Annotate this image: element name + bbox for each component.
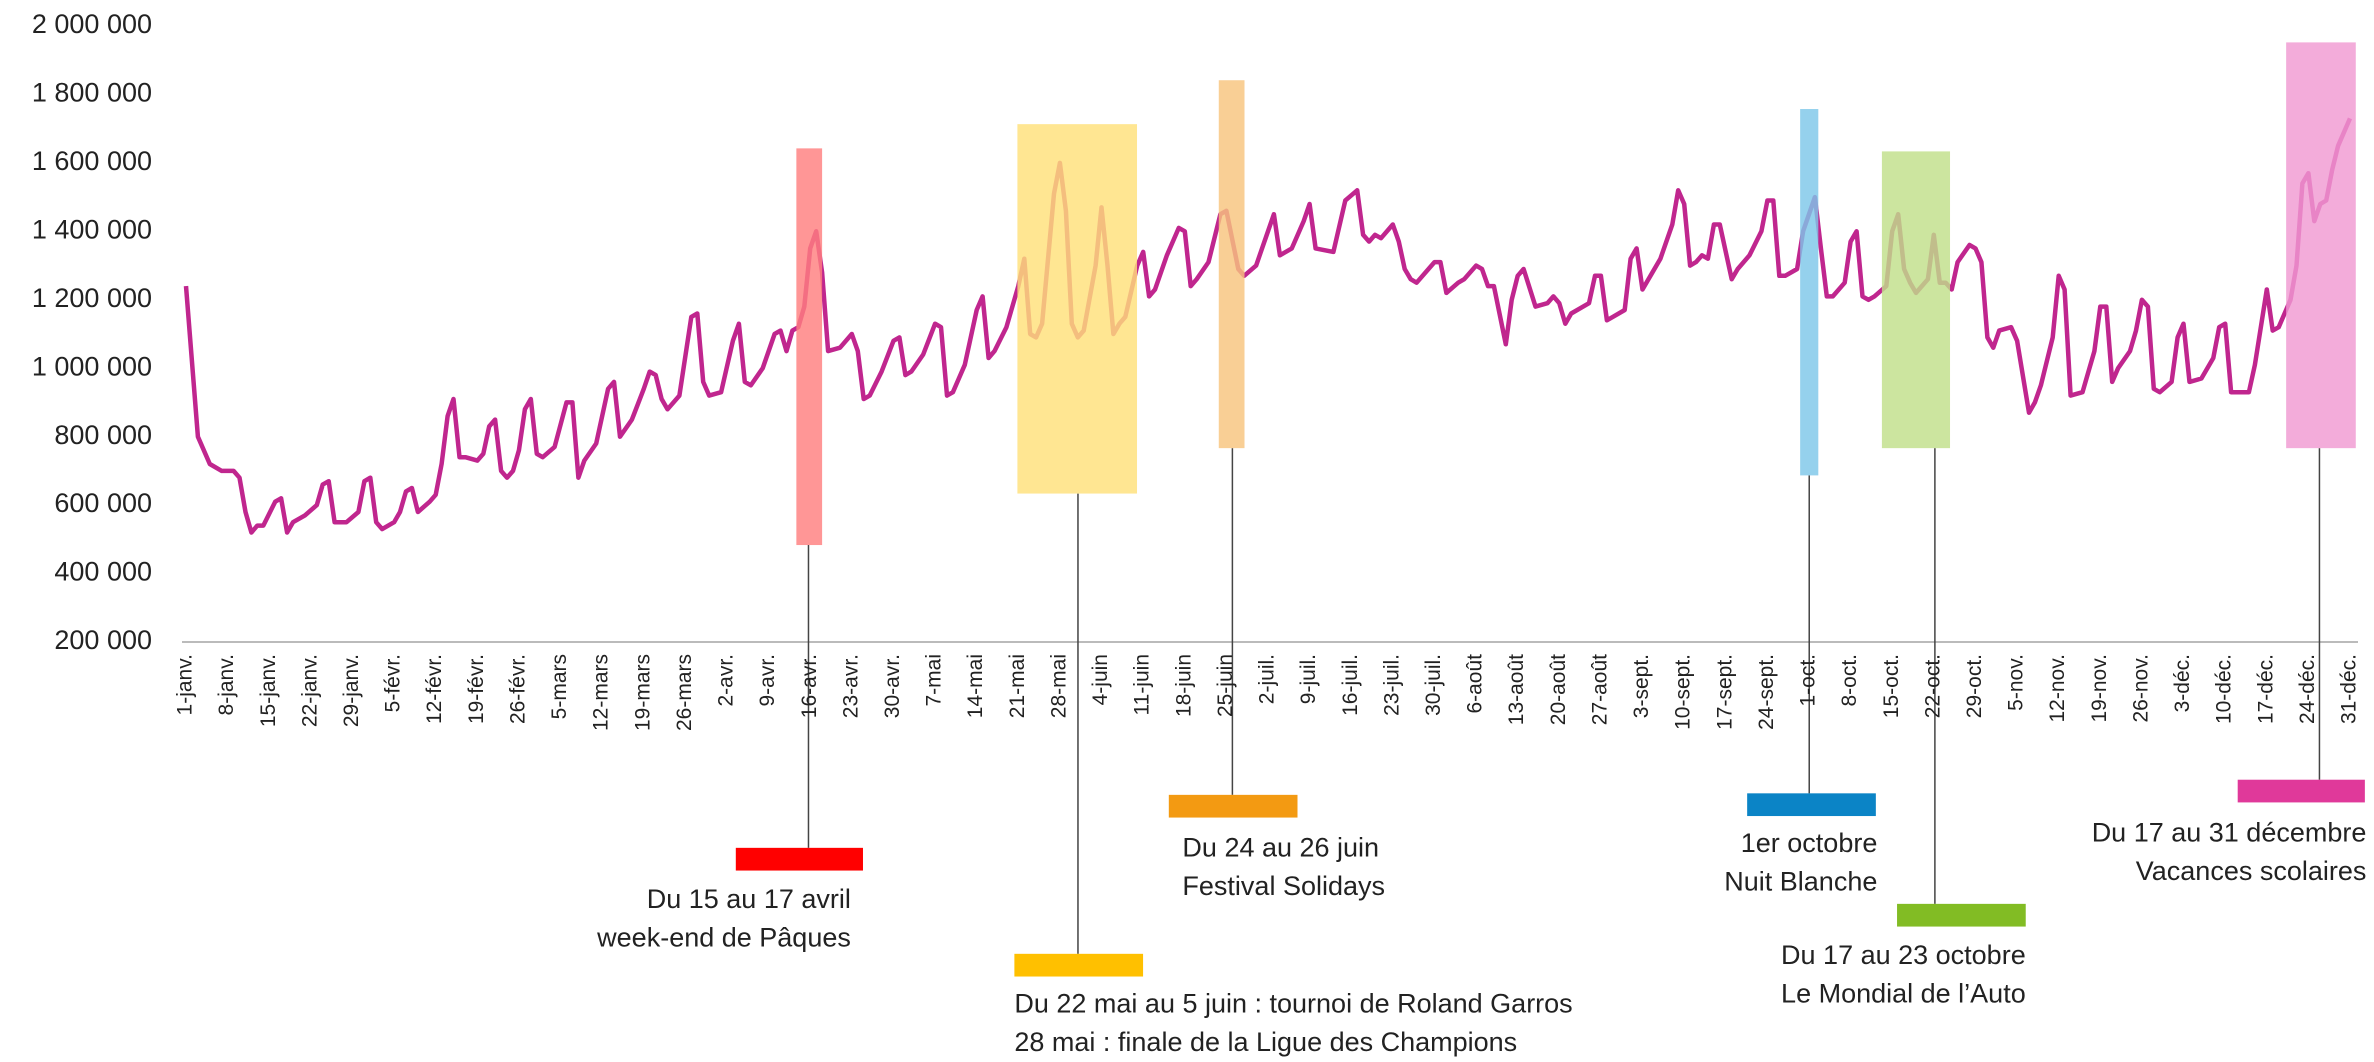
x-tick-label: 16-avr. (798, 654, 821, 718)
event-bar (2237, 779, 2365, 803)
x-tick-label: 22-janv. (298, 654, 321, 727)
y-tick-label: 2 000 000 (32, 9, 152, 39)
x-tick-label: 7-mai (923, 654, 946, 707)
y-tick-label: 400 000 (54, 557, 152, 587)
y-tick-label: 200 000 (54, 625, 152, 655)
x-tick-label: 22-oct. (1921, 654, 1944, 718)
x-tick-label: 26-févr. (506, 654, 529, 724)
x-tick-label: 1-janv. (174, 654, 197, 715)
x-tick-label: 28-mai (1047, 654, 1070, 718)
x-tick-label: 3-sept. (1630, 654, 1653, 718)
event-bar (1168, 794, 1298, 818)
x-tick-label: 3-déc. (2171, 654, 2194, 712)
event-label: Nuit Blanche (1724, 867, 1877, 897)
x-tick-label: 19-févr. (465, 654, 488, 724)
x-tick-label: 12-mars (590, 654, 613, 731)
x-tick-label: 27-août (1588, 654, 1611, 725)
x-tick-label: 31-déc. (2338, 654, 2361, 724)
x-tick-label: 12-févr. (423, 654, 446, 724)
x-tick-label: 29-oct. (1963, 654, 1986, 718)
y-tick-label: 800 000 (54, 420, 152, 450)
x-tick-label: 13-août (1505, 654, 1528, 725)
x-tick-label: 14-mai (964, 654, 987, 718)
x-tick-label: 21-mai (1006, 654, 1029, 718)
x-tick-label: 23-juil. (1380, 654, 1403, 716)
x-tick-label: 24-déc. (2296, 654, 2319, 724)
x-tick-label: 30-juil. (1422, 654, 1445, 716)
y-tick-label: 1 800 000 (32, 78, 152, 108)
x-tick-label: 5-févr. (382, 654, 405, 712)
event-label: 1er octobre (1741, 828, 1878, 858)
event-label: Le Mondial de l’Auto (1781, 979, 2026, 1009)
y-tick-label: 1 200 000 (32, 283, 152, 313)
event-box (1800, 109, 1819, 476)
x-tick-label: 11-juin (1131, 654, 1154, 715)
x-tick-label: 5-mars (548, 654, 571, 719)
event-label: Du 24 au 26 juin (1182, 832, 1379, 862)
y-tick-label: 1 000 000 (32, 351, 152, 381)
y-tick-label: 1 400 000 (32, 214, 152, 244)
x-tick-label: 10-déc. (2213, 654, 2236, 724)
x-tick-label: 9-avr. (756, 654, 779, 707)
event-box (2286, 42, 2356, 449)
event-box (1017, 124, 1138, 494)
event-label: Vacances scolaires (2136, 856, 2367, 886)
event-label: Festival Solidays (1182, 871, 1385, 901)
x-tick-label: 4-juin (1089, 654, 1112, 705)
x-tick-label: 17-sept. (1713, 654, 1736, 730)
x-tick-label: 16-juil. (1339, 654, 1362, 716)
y-tick-label: 600 000 (54, 488, 152, 518)
y-tick-label: 1 600 000 (32, 146, 152, 176)
x-tick-label: 29-janv. (340, 654, 363, 727)
x-tick-label: 10-sept. (1672, 654, 1695, 730)
x-tick-label: 17-déc. (2254, 654, 2277, 724)
x-tick-label: 8-janv. (215, 654, 238, 715)
x-tick-label: 1-oct. (1797, 654, 1820, 707)
x-tick-label: 6-août (1464, 654, 1487, 714)
event-label: Du 15 au 17 avril (647, 884, 851, 914)
event-label: 28 mai : finale de la Ligue des Champion… (1014, 1027, 1517, 1057)
x-tick-label: 19-nov. (2088, 654, 2111, 723)
event-bar (1014, 953, 1144, 977)
event-box (1881, 151, 1951, 449)
data-line (183, 117, 2353, 535)
event-bar (735, 847, 863, 871)
x-tick-label: 26-mars (673, 654, 696, 731)
x-tick-label: 25-juin (1214, 654, 1237, 717)
x-tick-label: 15-oct. (1880, 654, 1903, 718)
x-tick-label: 5-nov. (2005, 654, 2028, 711)
x-tick-label: 2-avr. (715, 654, 738, 707)
x-tick-label: 2-juil. (1256, 654, 1279, 704)
event-label: Du 22 mai au 5 juin : tournoi de Roland … (1014, 988, 1572, 1018)
x-tick-label: 23-avr. (839, 654, 862, 718)
x-tick-label: 19-mars (631, 654, 654, 731)
x-tick-label: 18-juin (1172, 654, 1195, 717)
x-tick-label: 12-nov. (2046, 654, 2069, 723)
x-tick-label: 20-août (1547, 654, 1570, 725)
event-bar (1897, 903, 2026, 927)
x-tick-label: 24-sept. (1755, 654, 1778, 730)
x-tick-label: 15-janv. (257, 654, 280, 727)
x-tick-label: 30-avr. (881, 654, 904, 718)
event-label: week-end de Pâques (596, 923, 851, 953)
event-label: Du 17 au 23 octobre (1781, 940, 2026, 970)
x-tick-label: 26-nov. (2129, 654, 2152, 723)
event-box (796, 148, 823, 546)
event-label: Du 17 au 31 décembre (2092, 817, 2367, 847)
x-tick-label: 8-oct. (1838, 654, 1861, 707)
event-bar (1747, 793, 1876, 817)
event-box (1218, 80, 1245, 449)
x-tick-label: 9-juil. (1297, 654, 1320, 704)
